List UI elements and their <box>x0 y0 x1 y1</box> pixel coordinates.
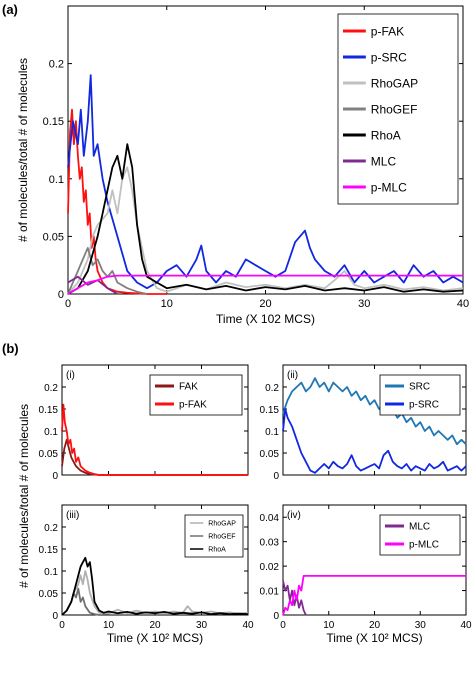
panel-b-label: (b) <box>2 341 19 356</box>
y-tick-label: 0.03 <box>260 538 280 549</box>
subpanel-label: (iii) <box>66 510 79 521</box>
legend-entry: RhoA <box>371 128 401 142</box>
panel-a-label: (a) <box>2 2 18 17</box>
x-tick-label: 20 <box>369 620 381 631</box>
series-line-p-mlc <box>67 274 463 295</box>
y-axis-label: # of molecules/total # of molecules <box>16 58 30 242</box>
charts-layer: 0 0.05 0.1 0.15 0.2 0 10 20 30 40 Time (X 102 MCS)… <box>16 5 472 645</box>
series-line-src <box>282 377 467 446</box>
legend: FAK p-FAK <box>149 374 243 416</box>
y-tick-label: 0.05 <box>260 449 280 460</box>
legend: p-FAK p-SRC RhoGAP RhoGEF RhoA MLC p-MLC <box>337 13 459 205</box>
x-tick-label: 40 <box>242 620 254 631</box>
series-line-mlc <box>67 275 118 295</box>
y-tick-label: 0.04 <box>260 513 280 524</box>
y-tick-label: 0.1 <box>44 427 58 438</box>
subpanel-label: (ii) <box>287 370 298 381</box>
legend-box <box>184 514 244 558</box>
legend-entry: RhoGEF <box>208 534 235 541</box>
y-tick-label: 0 <box>58 289 64 301</box>
x-tick-label: 20 <box>259 298 271 310</box>
x-tick-label: 10 <box>161 298 173 310</box>
series-line-p-src <box>67 74 464 290</box>
x-axis-label: Time (X 102 MCS) <box>216 312 315 326</box>
legend-entry: RhoA <box>208 547 226 554</box>
legend-box <box>379 374 461 416</box>
legend-entry: RhoGAP <box>208 521 236 528</box>
legend: RhoGAP RhoGEF RhoA <box>184 514 244 558</box>
legend-entry: p-MLC <box>371 180 407 194</box>
y-tick-label: 0.01 <box>260 587 280 598</box>
legend-entry: MLC <box>409 522 430 533</box>
y-tick-label: 0.2 <box>265 383 279 394</box>
y-tick-label: 0.15 <box>43 116 64 128</box>
series-line-p-src <box>282 408 467 474</box>
series-line-rhoa <box>61 556 249 616</box>
legend: SRC p-SRC <box>379 374 461 416</box>
subpanel-label: (iv) <box>287 510 301 521</box>
y-tick-label: 0 <box>52 611 58 622</box>
legend-box <box>149 374 243 416</box>
y-tick-label: 0.15 <box>39 405 59 416</box>
chart-b-ii: 0 0.05 0.1 0.15 0.2 (ii) SRC p-SRC <box>260 364 467 482</box>
y-tick-label: 0.05 <box>43 231 64 243</box>
series-line-p-fak <box>61 403 248 476</box>
y-tick-label: 0.1 <box>49 174 64 186</box>
y-tick-label: 0.15 <box>260 405 280 416</box>
series-line-mlc <box>282 580 307 616</box>
series-line-rhogef <box>67 246 148 295</box>
chart-b-iv: 0 0.01 0.02 0.03 0.04 0 10 20 30 40 (iv) Time (X 10… <box>260 504 472 645</box>
x-tick-label: 0 <box>59 620 65 631</box>
legend-entry: RhoGAP <box>371 76 418 90</box>
subpanel-label: (i) <box>66 370 75 381</box>
y-tick-label: 0.2 <box>44 523 58 534</box>
legend-entry: p-FAK <box>371 24 404 38</box>
legend: MLC p-MLC <box>379 514 461 556</box>
x-tick-label: 10 <box>103 620 115 631</box>
legend-entry: p-SRC <box>371 50 407 64</box>
y-tick-label: 0.15 <box>39 545 59 556</box>
y-tick-label: 0 <box>273 611 279 622</box>
series-line-rhoa <box>67 143 464 295</box>
x-tick-label: 0 <box>65 298 71 310</box>
legend-entry: p-SRC <box>409 400 439 411</box>
series-line-p-mlc <box>282 575 466 616</box>
x-tick-label: 30 <box>196 620 208 631</box>
x-tick-label: 20 <box>149 620 161 631</box>
y-tick-label: 0.1 <box>44 567 58 578</box>
y-tick-label: 0 <box>52 471 58 482</box>
series-line-fak <box>61 438 248 476</box>
legend-box <box>379 514 461 556</box>
legend-entry: RhoGEF <box>371 102 418 116</box>
y-tick-label: 0.2 <box>44 383 58 394</box>
x-tick-label: 10 <box>323 620 335 631</box>
x-tick-label: 40 <box>457 298 469 310</box>
y-tick-label: 0.2 <box>49 59 64 71</box>
chart-b-i: 0 0.05 0.1 0.15 0.2 (i) FAK p-FAK <box>39 364 249 482</box>
y-tick-label: 0.05 <box>39 589 59 600</box>
x-tick-label: 30 <box>415 620 427 631</box>
chart-a: 0 0.05 0.1 0.15 0.2 0 10 20 30 40 Time (X 102 MCS)… <box>16 5 469 326</box>
legend-entry: p-FAK <box>179 400 207 411</box>
shared-y-axis-label: # of molecules/total # of molecules <box>17 404 31 588</box>
y-tick-label: 0 <box>273 471 279 482</box>
legend-entry: p-MLC <box>409 540 439 551</box>
y-tick-label: 0.1 <box>265 427 279 438</box>
legend-entry: FAK <box>179 382 198 393</box>
y-tick-label: 0.05 <box>39 449 59 460</box>
chart-b-iii: 0 0.05 0.1 0.15 0.2 0 10 20 30 40 (iii) Time (X 10²… <box>39 504 254 645</box>
x-axis-label: Time (X 10² MCS) <box>107 631 203 645</box>
x-tick-label: 30 <box>358 298 370 310</box>
legend-entry: SRC <box>409 382 430 393</box>
x-tick-label: 0 <box>280 620 286 631</box>
x-tick-label: 40 <box>460 620 472 631</box>
x-axis-label: Time (X 10² MCS) <box>326 631 422 645</box>
y-tick-label: 0.02 <box>260 562 280 573</box>
legend-entry: MLC <box>371 154 397 168</box>
